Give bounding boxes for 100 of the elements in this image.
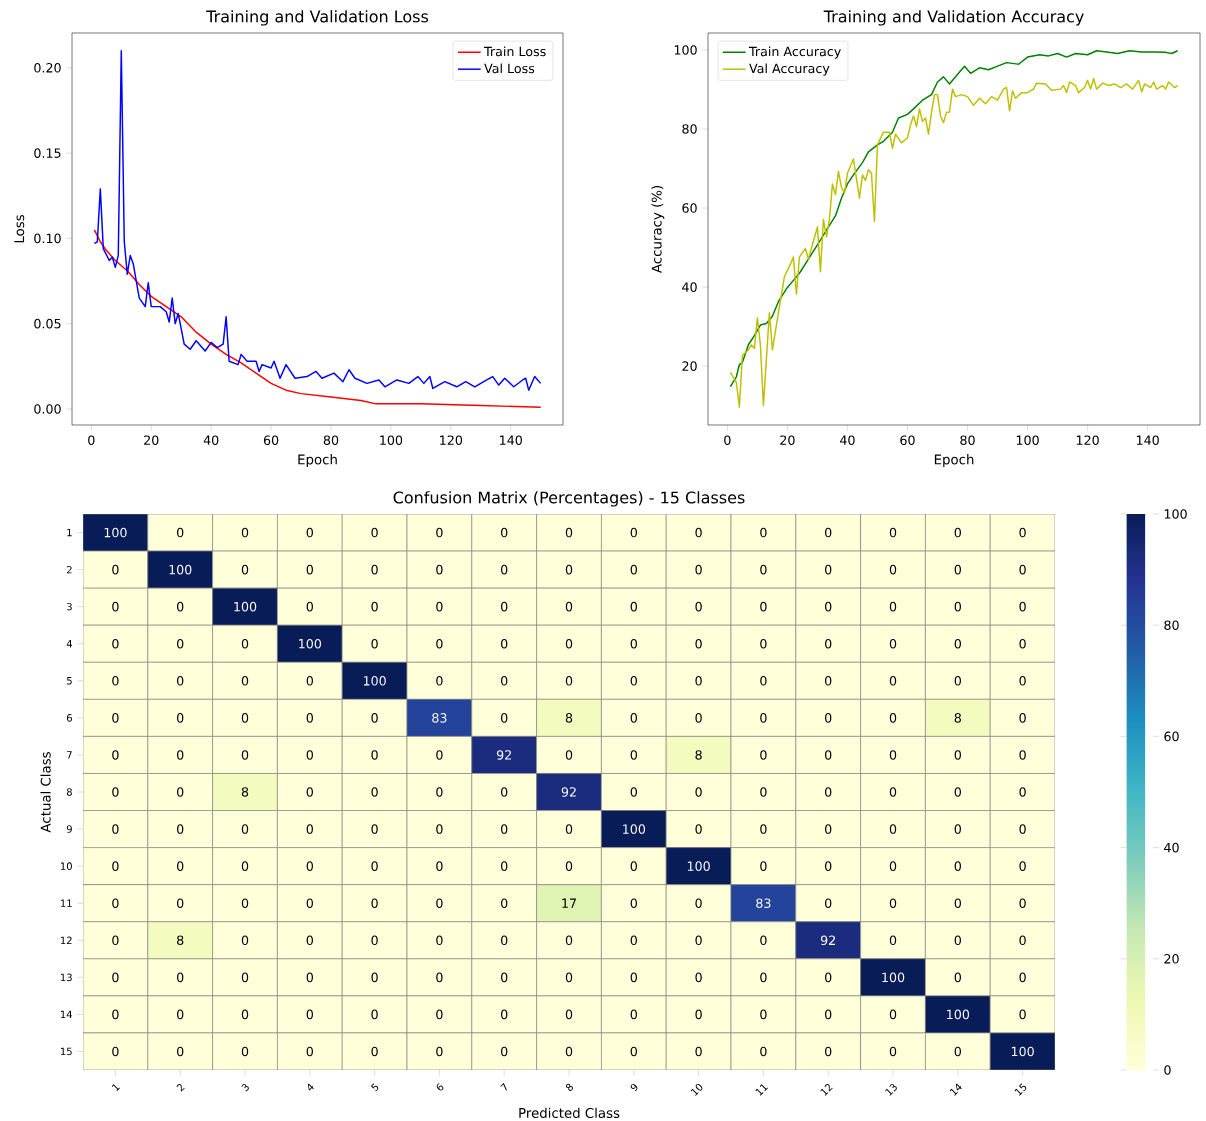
- data-label: 0: [954, 1046, 961, 1057]
- data-label: 0: [889, 861, 897, 871]
- data-label: 0: [889, 564, 897, 575]
- data-label: 0: [241, 564, 249, 575]
- legend-label: Val Loss: [484, 63, 535, 74]
- data-label: 0: [241, 972, 249, 983]
- data-label: 8: [565, 713, 573, 723]
- data-label: 0: [825, 824, 832, 834]
- data-label: 0: [630, 787, 637, 797]
- x-tick-label: 15: [1014, 1083, 1027, 1096]
- data-label: 0: [825, 861, 832, 871]
- data-label: 0: [889, 527, 897, 538]
- data-label: 0: [954, 898, 961, 908]
- data-label: 0: [112, 713, 119, 723]
- data-label: 0: [695, 638, 702, 649]
- x-tick-label: 60: [263, 435, 279, 445]
- x-axis-title: Epoch: [298, 454, 337, 468]
- data-label: 0: [371, 1046, 378, 1057]
- data-label: 0: [760, 935, 767, 946]
- data-label: 0: [306, 787, 313, 797]
- y-tick-label: 80: [682, 124, 697, 134]
- data-label: 0: [501, 824, 508, 834]
- data-label: 0: [565, 824, 573, 834]
- data-label: 100: [104, 527, 127, 538]
- data-label: 0: [825, 898, 832, 908]
- data-label: 100: [363, 676, 386, 686]
- y-tick-label: 2: [66, 565, 72, 574]
- data-label: 100: [882, 972, 905, 983]
- data-label: 0: [1019, 676, 1026, 686]
- data-label: 0: [241, 824, 249, 834]
- data-label: 0: [954, 750, 961, 760]
- x-tick-label: 40: [203, 435, 219, 445]
- data-label: 0: [695, 972, 702, 983]
- x-tick-label: 80: [960, 435, 975, 445]
- x-tick-label: 100: [380, 435, 403, 445]
- data-label: 0: [436, 898, 443, 908]
- data-label: 0: [501, 1009, 508, 1020]
- data-label: 0: [371, 564, 378, 575]
- data-label: 0: [889, 676, 897, 686]
- data-label: 0: [177, 824, 184, 834]
- data-label: 0: [760, 527, 767, 538]
- x-axis-title: Predicted Class: [519, 1107, 620, 1119]
- data-label: 0: [565, 1009, 573, 1020]
- data-label: 0: [306, 601, 313, 612]
- data-label: 100: [299, 638, 322, 649]
- data-label: 0: [177, 1009, 184, 1020]
- data-label: 0: [112, 750, 119, 760]
- data-label: 0: [112, 787, 119, 797]
- data-label: 0: [760, 1046, 767, 1057]
- data-label: 0: [954, 638, 961, 649]
- data-label: 0: [954, 861, 961, 871]
- data-label: 0: [954, 564, 961, 575]
- data-label: 0: [112, 1046, 119, 1057]
- data-label: 0: [760, 750, 767, 760]
- data-label: 0: [177, 638, 184, 649]
- y-tick-label: 0.20: [34, 62, 61, 73]
- line-series: [93, 229, 542, 408]
- data-label: 0: [695, 1009, 702, 1020]
- data-label: 0: [760, 787, 767, 797]
- x-tick-label: 8: [565, 1083, 574, 1091]
- legend-label: Train Loss: [484, 46, 546, 57]
- data-label: 0: [695, 935, 702, 946]
- y-tick-label: 14: [60, 1010, 73, 1019]
- data-label: 0: [760, 972, 767, 983]
- data-label: 0: [306, 1009, 313, 1020]
- data-label: 0: [436, 601, 443, 612]
- color-bar-label: 100: [1164, 509, 1187, 519]
- y-axis-title: Actual Class: [40, 752, 51, 833]
- data-label: 0: [695, 898, 702, 908]
- data-label: 0: [501, 861, 508, 871]
- data-label: 0: [630, 527, 637, 538]
- data-label: 0: [177, 601, 184, 612]
- color-bar-label: 20: [1164, 954, 1179, 964]
- data-label: 0: [565, 750, 573, 760]
- data-label: 0: [371, 824, 378, 834]
- data-label: 0: [436, 564, 443, 575]
- data-label: 0: [241, 1009, 249, 1020]
- data-label: 0: [889, 713, 897, 723]
- data-label: 0: [760, 861, 767, 871]
- data-label: 0: [1019, 972, 1026, 983]
- x-tick-label: 0: [88, 435, 95, 445]
- x-tick-label: 7: [500, 1082, 507, 1091]
- data-label: 0: [954, 824, 961, 834]
- x-tick-label: 13: [885, 1083, 897, 1096]
- data-label: 0: [177, 1046, 184, 1057]
- data-label: 0: [630, 935, 637, 946]
- data-label: 0: [436, 824, 443, 834]
- data-label: 0: [695, 1046, 702, 1057]
- data-label: 0: [630, 638, 637, 649]
- data-label: 0: [954, 787, 961, 797]
- data-label: 0: [825, 787, 832, 797]
- data-label: 0: [565, 1046, 573, 1057]
- data-label: 0: [760, 824, 767, 834]
- data-label: 92: [561, 787, 576, 797]
- data-label: 0: [371, 861, 378, 871]
- data-label: 0: [241, 638, 249, 649]
- data-label: 0: [501, 898, 508, 908]
- data-label: 0: [760, 713, 767, 723]
- data-label: 0: [306, 564, 313, 575]
- data-label: 0: [371, 972, 378, 983]
